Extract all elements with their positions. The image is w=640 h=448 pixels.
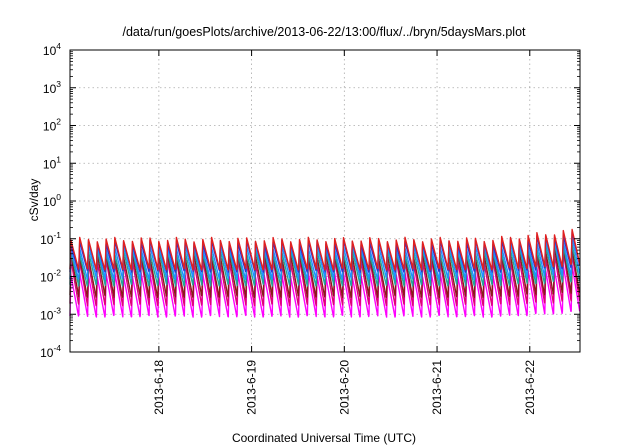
y-tick-label: 100	[43, 192, 61, 209]
y-tick-label: 103	[43, 79, 61, 96]
x-tick-label: 2013-6-18	[152, 360, 166, 415]
series-line	[69, 264, 581, 318]
y-tick-label: 10-2	[40, 268, 61, 285]
chart-title: /data/run/goesPlots/archive/2013-06-22/1…	[122, 25, 526, 39]
x-tick-label: 2013-6-19	[245, 360, 259, 415]
y-tick-label: 104	[43, 41, 61, 58]
series-line	[69, 228, 581, 271]
y-tick-label: 10-1	[40, 230, 61, 247]
y-tick-label: 101	[43, 154, 61, 171]
y-axis-label: cSv/day	[27, 179, 41, 222]
y-tick-label: 10-4	[40, 343, 61, 360]
y-tick-label: 10-3	[40, 305, 61, 322]
grid	[70, 50, 580, 352]
y-tick-label: 102	[43, 117, 61, 134]
x-tick-label: 2013-6-21	[430, 360, 444, 415]
x-axis-label: Coordinated Universal Time (UTC)	[232, 431, 416, 445]
series-lines	[69, 228, 581, 318]
axes: 10-4 10-3 10-2 10-1 100 101 102 103 104 2013-6-18…	[40, 41, 580, 415]
x-tick-label: 2013-6-20	[337, 360, 351, 415]
series-line	[69, 237, 581, 281]
series-line	[69, 246, 581, 299]
x-tick-label: 2013-6-22	[523, 360, 537, 415]
